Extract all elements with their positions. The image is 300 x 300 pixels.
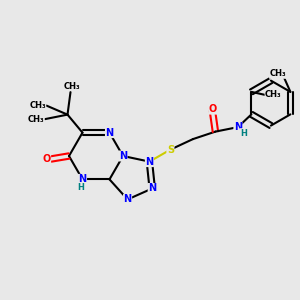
Text: H: H	[240, 129, 247, 138]
Text: N: N	[119, 151, 127, 161]
Text: CH₃: CH₃	[28, 115, 44, 124]
Text: N: N	[148, 184, 156, 194]
Text: O: O	[209, 104, 217, 114]
Text: N: N	[105, 128, 114, 138]
Text: CH₃: CH₃	[269, 69, 286, 78]
Text: N: N	[78, 174, 87, 184]
Text: CH₃: CH₃	[29, 101, 46, 110]
Text: CH₃: CH₃	[64, 82, 80, 91]
Text: S: S	[167, 145, 174, 154]
Text: O: O	[42, 154, 51, 164]
Text: N: N	[234, 122, 242, 132]
Text: N: N	[124, 194, 132, 204]
Text: CH₃: CH₃	[265, 90, 282, 99]
Text: H: H	[78, 183, 84, 192]
Text: N: N	[145, 157, 154, 166]
